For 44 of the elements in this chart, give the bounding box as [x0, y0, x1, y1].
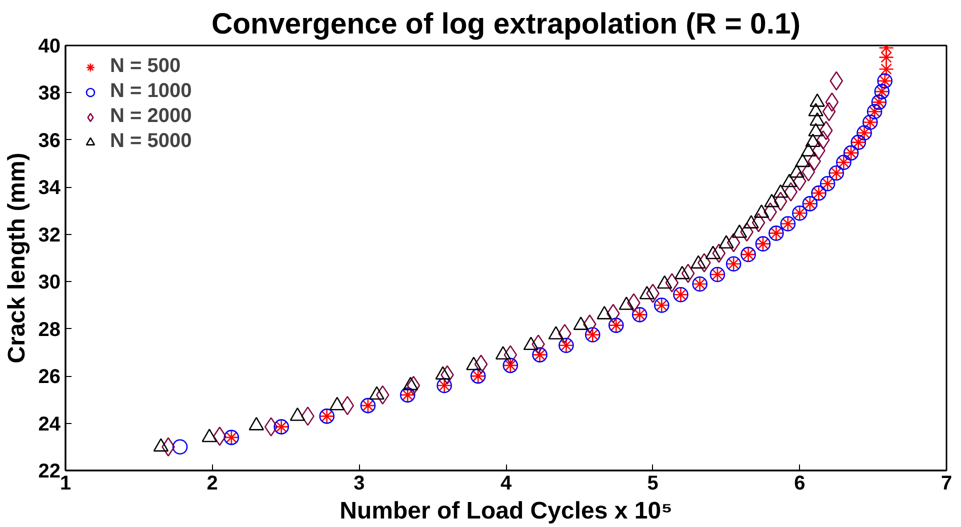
x-tick-label: 4	[500, 472, 512, 494]
point	[504, 345, 518, 364]
y-tick-label: 22	[38, 460, 61, 482]
y-tick-label: 36	[38, 130, 61, 152]
x-axis-title: Number of Load Cycles x 10⁵	[340, 498, 672, 524]
y-tick-label: 24	[38, 413, 62, 436]
y-tick-label: 38	[38, 82, 61, 105]
point	[340, 396, 354, 416]
legend-label: N = 500	[110, 55, 181, 78]
y-tick-label: 40	[38, 36, 61, 58]
y-tick-label: 26	[38, 366, 61, 388]
x-tick-label: 5	[647, 472, 658, 494]
y-tick-label: 30	[38, 272, 61, 294]
point	[752, 212, 766, 232]
point	[474, 354, 488, 374]
point	[784, 182, 798, 202]
y-tick-label: 34	[38, 177, 62, 200]
y-tick-label: 28	[38, 318, 61, 341]
point	[172, 439, 188, 455]
x-tick-label: 6	[794, 472, 806, 494]
point	[878, 61, 894, 77]
point	[264, 417, 278, 436]
point	[802, 162, 816, 182]
x-tick-label: 7	[940, 472, 952, 494]
x-tick-label: 1	[60, 472, 72, 494]
point	[878, 50, 894, 65]
point	[665, 273, 679, 292]
legend-label: N = 1000	[110, 80, 192, 103]
point	[681, 264, 695, 283]
legend-label: N = 2000	[110, 105, 192, 128]
y-axis-title: Crack length (mm)	[3, 152, 30, 364]
y-tick-label: 32	[38, 224, 61, 246]
point	[406, 376, 420, 396]
legend-label: N = 5000	[110, 130, 192, 153]
point	[819, 120, 833, 140]
x-tick-label: 3	[354, 472, 365, 494]
point	[712, 244, 726, 263]
point	[774, 192, 788, 211]
point	[726, 233, 740, 252]
chart-title: Convergence of log extrapolation (R = 0.1)	[211, 8, 801, 40]
point	[830, 71, 844, 91]
x-tick-label: 2	[206, 472, 218, 494]
point	[825, 92, 839, 112]
point	[822, 102, 836, 122]
